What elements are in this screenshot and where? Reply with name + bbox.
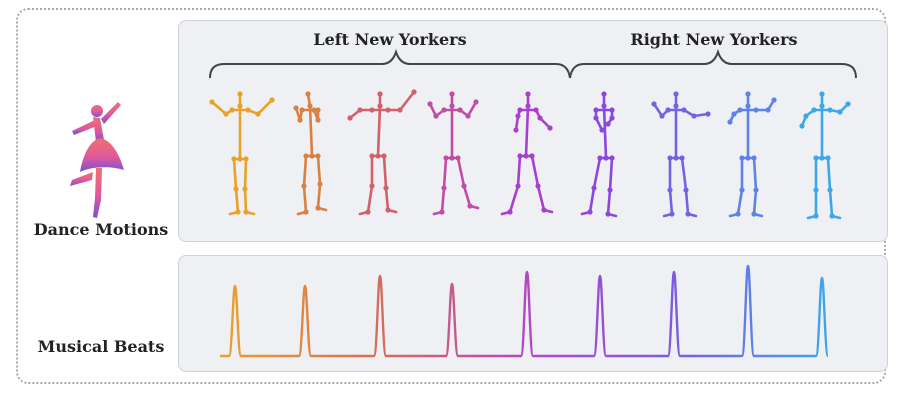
skeleton-figure — [427, 91, 480, 216]
musical-beats-label: Musical Beats — [37, 337, 165, 356]
right-group-brace — [569, 48, 857, 79]
audio-waveform-icon — [29, 289, 165, 337]
skeleton-figures — [209, 89, 851, 220]
skeleton-figure — [293, 91, 328, 216]
beat-curve — [220, 264, 830, 358]
skeleton-figure — [727, 91, 777, 218]
skeleton-figure — [347, 89, 417, 216]
skeleton-figure — [799, 91, 851, 220]
skeleton-figure — [209, 91, 275, 216]
beat-line — [220, 264, 830, 358]
skeleton-figure — [500, 91, 554, 216]
ballerina-icon — [70, 102, 124, 218]
skeleton-figure — [580, 91, 618, 218]
left-group-brace — [209, 48, 571, 79]
skeleton-figure — [651, 91, 711, 218]
dance-motions-label: Dance Motions — [33, 220, 169, 239]
dance-motions-panel — [178, 20, 888, 242]
left-new-yorkers-label: Left New Yorkers — [313, 30, 467, 49]
right-new-yorkers-label: Right New Yorkers — [630, 30, 798, 49]
musical-beats-panel — [178, 255, 888, 372]
